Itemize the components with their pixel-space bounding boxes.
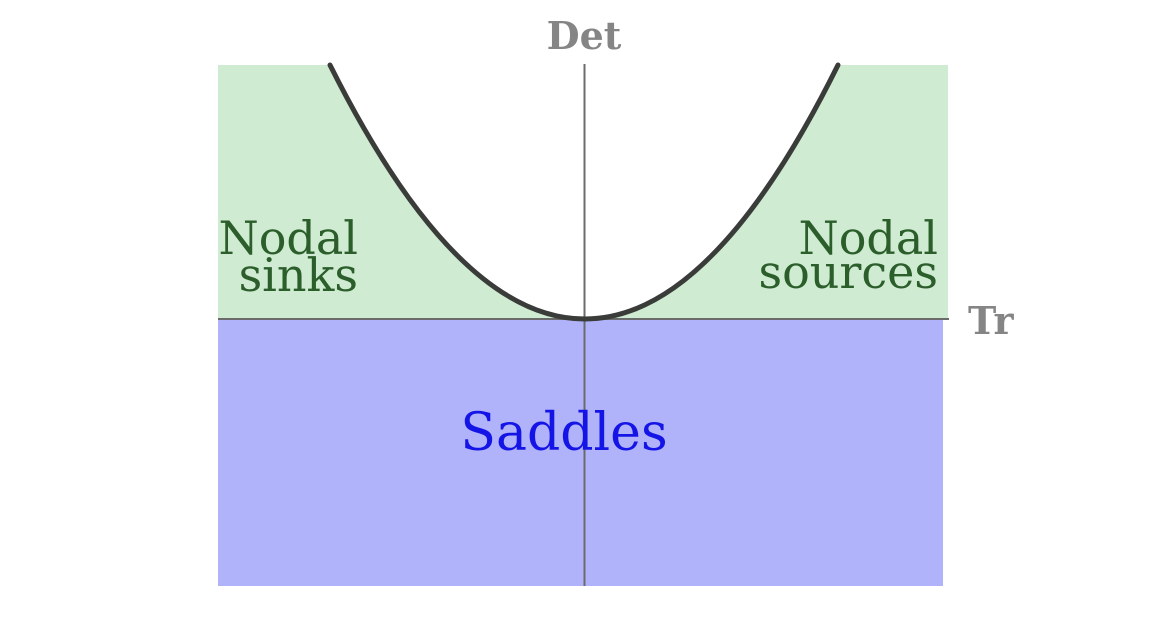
saddles-label: Saddles	[460, 403, 667, 463]
nodal-sinks-label-line2: sinks	[239, 248, 358, 302]
det-axis-label: Det	[547, 13, 622, 58]
nodal-sources-label-line2: sources	[758, 245, 938, 299]
discriminant-parabola	[327, 62, 841, 322]
saddle-region	[218, 319, 943, 586]
nodal-sources-label-line1: Nodal	[798, 211, 938, 265]
tr-axis-label: Tr	[968, 298, 1015, 343]
nodal-sinks-label-line1: Nodal	[218, 211, 358, 265]
